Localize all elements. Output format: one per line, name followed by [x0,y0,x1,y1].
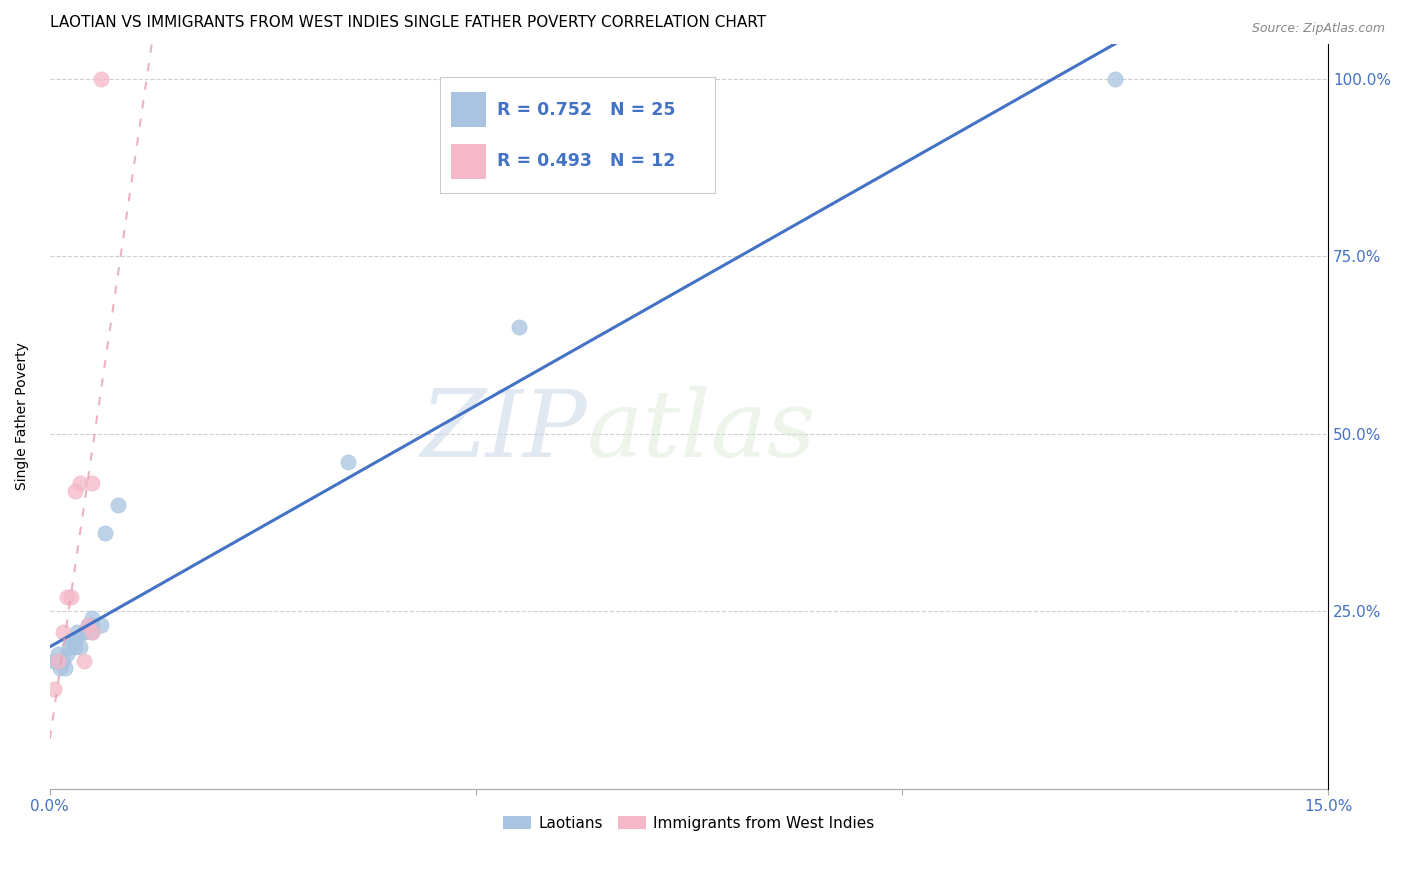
Point [53,661,76,675]
Point [60,632,83,647]
Point [337,455,360,469]
Point [69,640,91,654]
Point [65,483,87,498]
Point [48,647,70,661]
Point [60,590,83,604]
Point [77,618,100,632]
Point [82,625,104,640]
Point [107,498,129,512]
Point [77,618,100,632]
Point [66,625,89,640]
Y-axis label: Single Father Poverty: Single Father Poverty [15,343,30,490]
Point [49,661,72,675]
Point [65,632,87,647]
Point [73,625,96,640]
Legend: Laotians, Immigrants from West Indies: Laotians, Immigrants from West Indies [498,809,880,837]
Text: Source: ZipAtlas.com: Source: ZipAtlas.com [1251,22,1385,36]
Point [73,654,96,668]
Point [69,476,91,491]
Point [94,526,117,541]
Point [56,590,79,604]
Point [82,611,104,625]
Point [73,625,96,640]
Text: ZIP: ZIP [420,386,586,476]
Point [48,654,70,668]
Point [65,640,87,654]
Point [45,654,67,668]
Point [52,625,75,640]
Point [82,618,104,632]
Point [508,320,530,334]
Point [42,654,65,668]
Point [82,476,104,491]
Text: LAOTIAN VS IMMIGRANTS FROM WEST INDIES SINGLE FATHER POVERTY CORRELATION CHART: LAOTIAN VS IMMIGRANTS FROM WEST INDIES S… [49,15,766,30]
Point [1104,72,1126,87]
Point [90,618,112,632]
Point [82,625,104,640]
Point [58,640,80,654]
Point [42,682,65,697]
Point [56,647,79,661]
Text: atlas: atlas [586,386,817,476]
Point [90,72,112,87]
Point [52,654,75,668]
